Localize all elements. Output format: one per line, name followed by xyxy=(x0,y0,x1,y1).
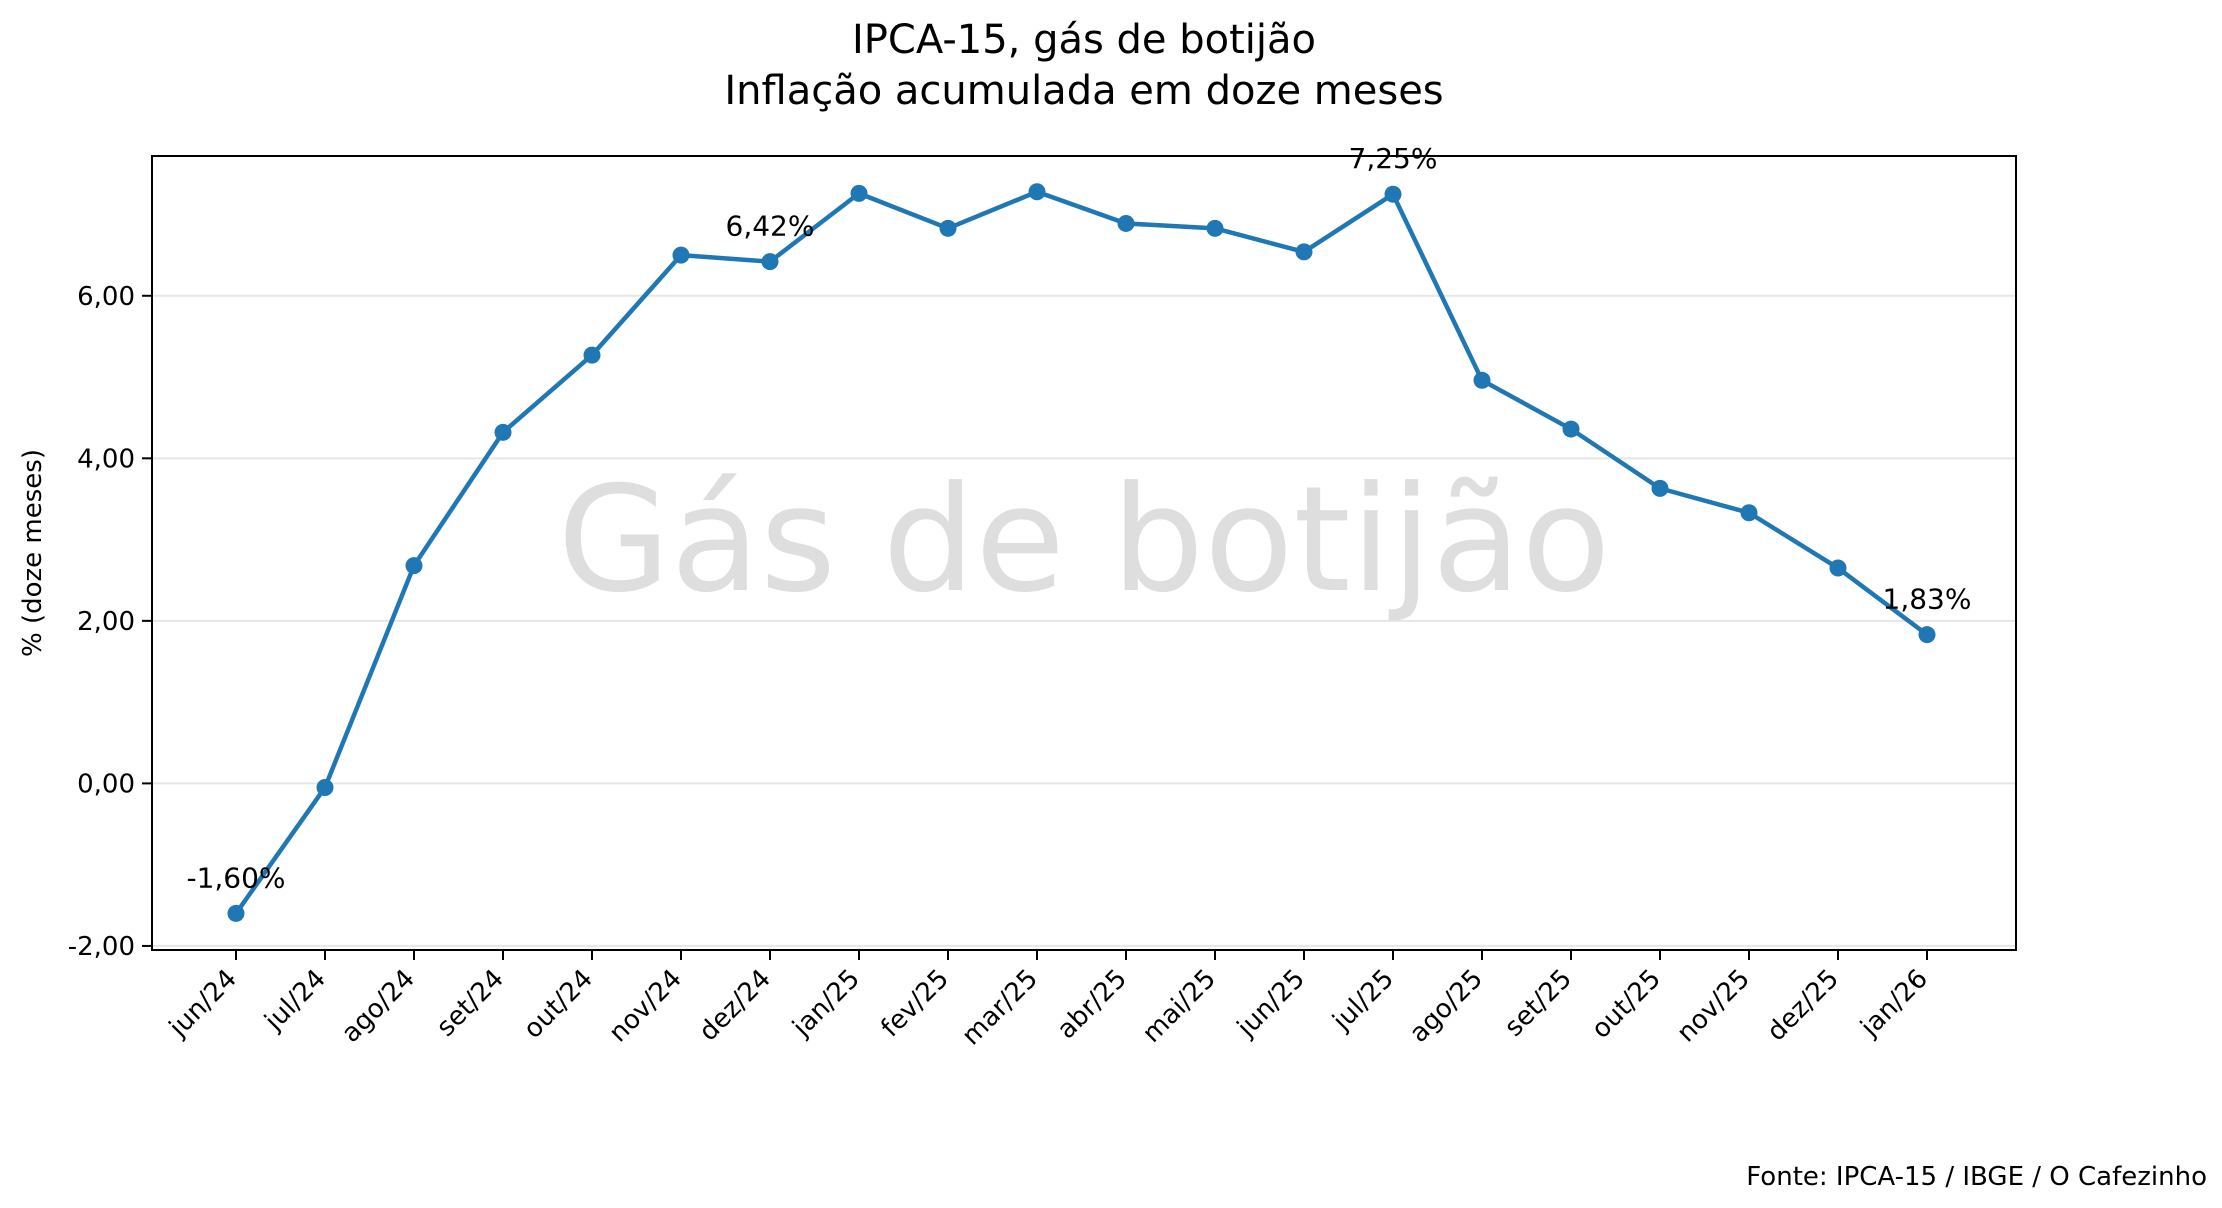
series-line xyxy=(233,189,1930,916)
data-label: 6,42% xyxy=(726,210,815,243)
data-point-jun-25 xyxy=(1295,243,1313,261)
data-label: -1,60% xyxy=(186,861,285,894)
annotations: -1,60% 6,42% 7,25% 1,83% xyxy=(186,142,1971,894)
grid xyxy=(152,294,2016,947)
y-tick-label: 6,00 xyxy=(77,282,135,312)
plot-area-frame xyxy=(151,155,2017,951)
data-point-jan-26 xyxy=(1918,626,1936,644)
chart-title: IPCA-15, gás de botijão xyxy=(852,17,1316,63)
data-point-out-25 xyxy=(1651,479,1669,497)
y-tick-label: 4,00 xyxy=(77,444,135,474)
watermark: Gás de botijão xyxy=(557,455,1610,625)
y-axis-ticks: -2,00 0,00 2,00 4,00 6,00 xyxy=(68,282,152,962)
data-point-mai-25 xyxy=(1206,219,1224,237)
data-point-ago-25 xyxy=(1473,371,1491,389)
data-point-nov-24 xyxy=(672,246,690,264)
data-point-ago-24 xyxy=(405,557,423,575)
data-point-fev-25 xyxy=(939,219,957,237)
y-tick-label: 2,00 xyxy=(77,607,135,637)
series-layer xyxy=(227,183,1936,922)
data-point-abr-25 xyxy=(1117,214,1135,232)
data-point-set-24 xyxy=(494,423,512,441)
data-point-dez-25 xyxy=(1829,559,1847,577)
data-label: 7,25% xyxy=(1349,142,1438,175)
source-note: Fonte: IPCA-15 / IBGE / O Cafezinho xyxy=(1746,1162,2207,1192)
chart-subtitle: Inflação acumulada em doze meses xyxy=(724,68,1443,114)
y-tick-label: 0,00 xyxy=(77,769,135,799)
y-tick-label: -2,00 xyxy=(68,932,135,962)
data-point-jul-24 xyxy=(316,778,334,796)
data-point-jan-25 xyxy=(850,184,868,202)
data-point-jun-24 xyxy=(227,904,245,922)
data-point-set-25 xyxy=(1562,420,1580,438)
y-axis-label: % (doze meses) xyxy=(18,449,48,657)
data-point-out-24 xyxy=(583,346,601,364)
data-point-mar-25 xyxy=(1028,183,1046,201)
data-label: 1,83% xyxy=(1883,583,1972,616)
data-point-jul-25 xyxy=(1384,185,1402,203)
data-point-dez-24 xyxy=(761,253,779,271)
data-point-nov-25 xyxy=(1740,504,1758,522)
